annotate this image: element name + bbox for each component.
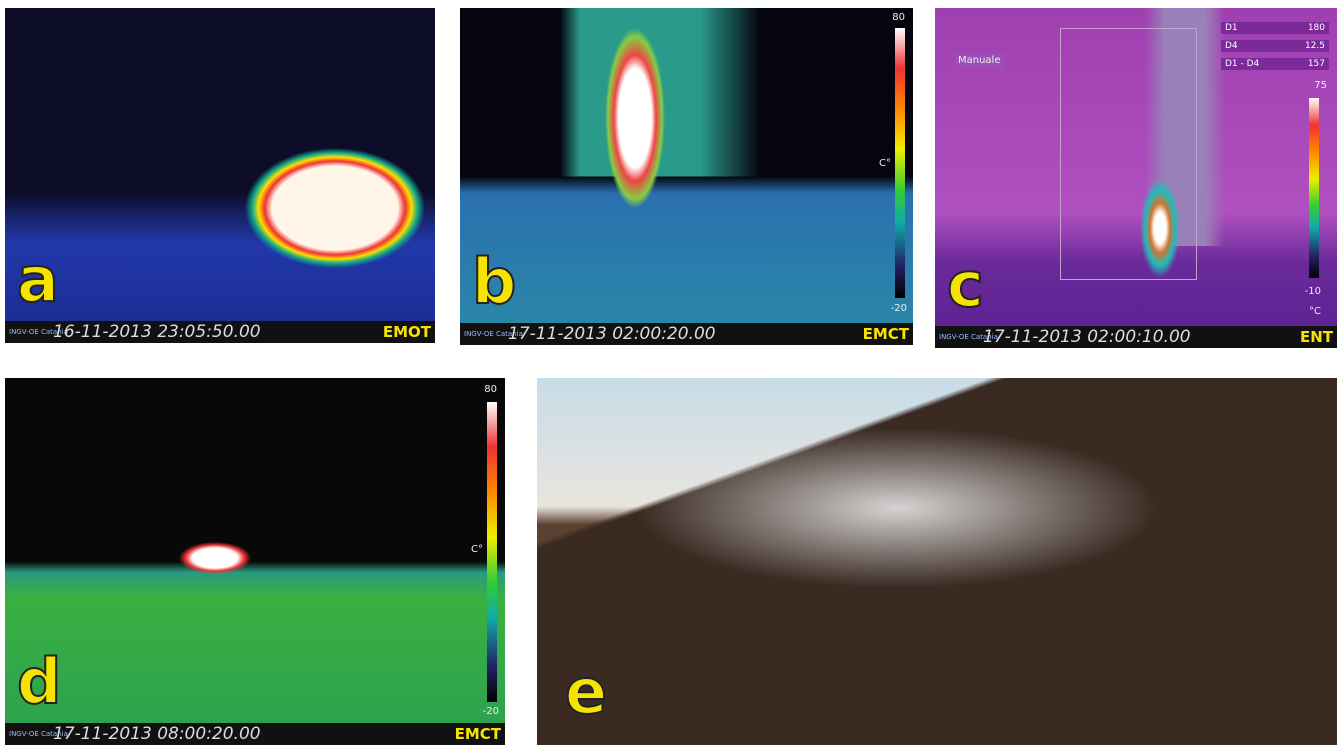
scale-min: -20 [483,706,499,717]
timestamp: 17-11-2013 02:00:20.00 [508,324,716,344]
color-bar [895,28,905,298]
reading-name: D1 - D4 [1225,59,1259,69]
reading-name: D4 [1225,41,1238,51]
color-bar [1309,98,1319,278]
panel-label: a [17,249,59,311]
reading-value: 157 [1308,59,1325,69]
timestamp: 17-11-2013 08:00:20.00 [53,724,261,744]
logo: INGV-OE Catania [939,334,969,341]
color-bar [487,402,497,702]
logo: INGV-OE Catania [9,731,39,738]
reading: D1 180 [1221,22,1329,34]
status-bar: INGV-OE Catania 17-11-2013 02:00:20.00 EMC… [460,323,913,345]
camera: ENT [1300,328,1337,346]
scale-unit: C° [471,544,483,555]
reading-name: D1 [1225,23,1238,33]
timestamp: 16-11-2013 23:05:50.00 [53,322,261,342]
scale-unit: °C [1309,306,1321,317]
status-bar: INGV-OE Catania 17-11-2013 02:00:10.00 ENT [935,326,1337,348]
mode: Manuale [955,54,1004,67]
roi-box [1060,28,1197,280]
timestamp: 17-11-2013 02:00:10.00 [983,327,1191,347]
camera: EMCT [863,325,913,343]
reading-value: 180 [1308,23,1325,33]
logo: INGV-OE Catania [9,329,39,336]
camera: EMCT [455,725,505,743]
panel-d: 80 C° -20 d INGV-OE Catania 17-11-2013 08… [5,378,505,745]
panel-b: 80 C° -20 b INGV-OE Catania 17-11-2013 02… [460,8,913,345]
scale-min: -20 [891,303,907,314]
panel-c: Manuale D1 180 D4 12.5 D1 - D4 157 75 -10 °… [935,8,1337,348]
camera: EMOT [383,323,435,341]
reading-value: 12.5 [1305,41,1325,51]
scale-max: 75 [1314,80,1327,91]
reading: D1 - D4 157 [1221,58,1329,70]
status-bar: INGV-OE Catania 16-11-2013 23:05:50.00 EMO… [5,321,435,343]
figure: a INGV-OE Catania 16-11-2013 23:05:50.00 E… [0,0,1341,749]
panel-label: b [472,251,516,313]
status-bar: INGV-OE Catania 17-11-2013 08:00:20.00 EMC… [5,723,505,745]
logo: INGV-OE Catania [464,331,494,338]
scale-unit: C° [879,158,891,169]
scale-max: 80 [484,384,497,395]
scale-min: -10 [1305,286,1321,297]
panel-e: e [537,378,1337,745]
reading: D4 12.5 [1221,40,1329,52]
panel-label: e [565,661,607,723]
panel-label: d [17,651,61,713]
panel-label: c [947,254,984,316]
panel-a: a INGV-OE Catania 16-11-2013 23:05:50.00 E… [5,8,435,343]
scale-max: 80 [892,12,905,23]
